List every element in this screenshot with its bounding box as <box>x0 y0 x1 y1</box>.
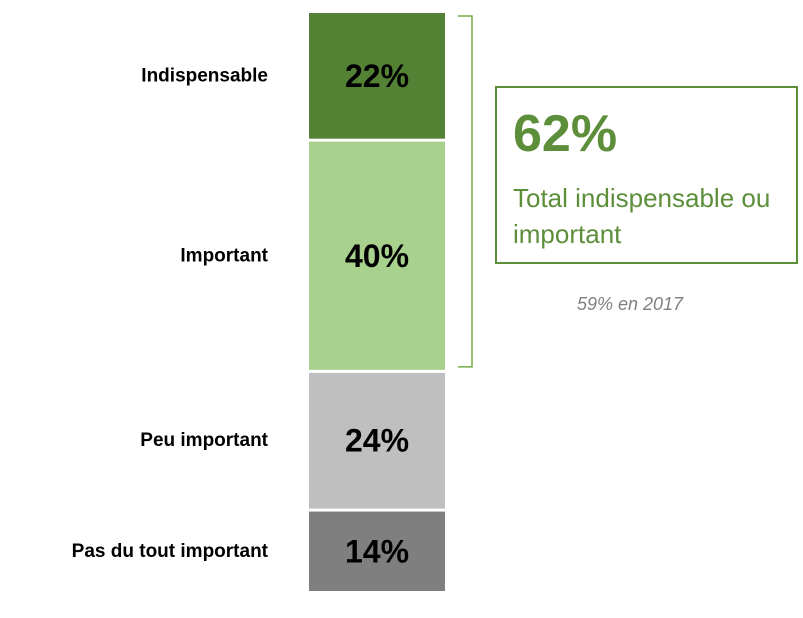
value-label-indispensable: 22% <box>345 58 409 94</box>
total-value: 62% <box>513 105 618 163</box>
category-label-peu-important: Peu important <box>140 430 268 451</box>
bar-segment-pas-du-tout-important <box>309 511 445 591</box>
value-label-peu-important: 24% <box>345 423 409 459</box>
value-labels: 22% 40% 24% 14% <box>345 58 409 569</box>
bar-segment-peu-important <box>309 372 445 509</box>
category-label-pas-du-tout-important: Pas du tout important <box>72 541 269 562</box>
value-label-pas-du-tout-important: 14% <box>345 533 409 569</box>
total-callout-box: 62% Total indispensable ou important <box>495 86 798 264</box>
total-bracket <box>458 15 473 368</box>
comparison-note: 59% en 2017 <box>576 294 684 314</box>
total-label: Total indispensable ou important <box>513 183 771 249</box>
category-labels: Indispensable Important Peu important Pas d… <box>72 65 269 561</box>
bar-segment-indispensable <box>309 13 445 139</box>
bar-segments <box>309 13 445 591</box>
category-label-indispensable: Indispensable <box>141 65 268 86</box>
bar-segment-important <box>309 141 445 370</box>
category-label-important: Important <box>180 245 268 266</box>
value-label-important: 40% <box>345 238 409 274</box>
